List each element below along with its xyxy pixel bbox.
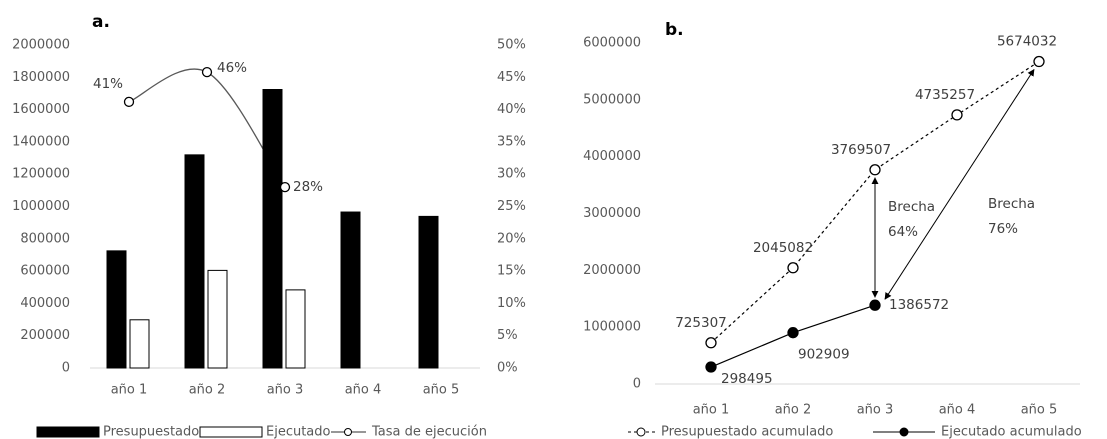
y-tick-label: 600000 <box>20 264 70 279</box>
legend-marker <box>636 427 646 437</box>
rate-marker <box>201 66 213 78</box>
y-tick-label: 3000000 <box>583 206 641 221</box>
data-label: 902909 <box>798 347 850 363</box>
y-tick-label: 1000000 <box>583 320 641 335</box>
x-tick-label: año 5 <box>423 383 460 398</box>
y-tick-label: 1200000 <box>12 167 70 182</box>
gap-arrow <box>884 68 1035 300</box>
y-tick-label: 4000000 <box>583 149 641 164</box>
y2-tick-label: 45% <box>497 70 526 85</box>
data-label: 4735257 <box>915 87 975 103</box>
annotation: 64% <box>888 224 918 240</box>
y2-tick-label: 15% <box>497 264 526 279</box>
y2-tick-label: 30% <box>497 167 526 182</box>
data-label: 1386572 <box>889 297 949 313</box>
x-tick-label: año 4 <box>345 383 382 398</box>
series-marker <box>951 109 963 121</box>
x-tick-label: año 2 <box>775 403 812 418</box>
legend-swatch <box>36 426 100 438</box>
bar <box>129 319 150 369</box>
annotation: 76% <box>988 221 1018 237</box>
y2-tick-label: 25% <box>497 199 526 214</box>
series-marker <box>787 327 799 339</box>
y-tick-label: 5000000 <box>583 92 641 107</box>
data-label: 3769507 <box>831 142 891 158</box>
legend-label: Presupuestado <box>103 425 199 439</box>
y-tick-label: 6000000 <box>583 36 641 51</box>
bar <box>207 269 228 369</box>
y-tick-label: 1600000 <box>12 102 70 117</box>
legend-label: Ejecutado <box>266 425 331 439</box>
x-tick-label: año 5 <box>1021 403 1058 418</box>
bar <box>106 250 127 369</box>
y-tick-label: 2000000 <box>583 263 641 278</box>
legend-label: Ejecutado acumulado <box>941 425 1082 439</box>
data-label: 2045082 <box>753 240 813 256</box>
series-marker <box>1033 55 1045 68</box>
bar <box>262 89 283 369</box>
bar <box>418 215 439 369</box>
series-marker <box>705 337 717 349</box>
annotation: Brecha <box>888 199 935 215</box>
y-tick-label: 1800000 <box>12 70 70 85</box>
y2-tick-label: 50% <box>497 38 526 53</box>
x-tick-label: año 1 <box>111 383 148 398</box>
y2-tick-label: 10% <box>497 296 526 311</box>
x-tick-label: año 1 <box>693 403 730 418</box>
legend-swatch <box>199 426 263 438</box>
y2-tick-label: 35% <box>497 134 526 149</box>
bar <box>285 289 306 369</box>
x-tick-label: año 3 <box>267 383 304 398</box>
y-tick-label: 400000 <box>20 296 70 311</box>
legend-marker <box>899 427 909 437</box>
y2-tick-label: 20% <box>497 231 526 246</box>
data-label: 46% <box>217 60 247 76</box>
y-tick-label: 200000 <box>20 328 70 343</box>
rate-marker <box>279 181 291 193</box>
data-label: 725307 <box>675 315 727 331</box>
series-marker <box>869 299 881 311</box>
y-tick-label: 2000000 <box>12 38 70 53</box>
chart-title: b. <box>665 20 684 40</box>
rate-marker <box>123 96 135 107</box>
legend-marker <box>344 428 352 436</box>
legend-label: Tasa de ejecución <box>371 425 487 439</box>
data-label: 5674032 <box>997 34 1057 50</box>
data-label: 298495 <box>721 371 773 387</box>
y-tick-label: 800000 <box>20 231 70 246</box>
series-marker <box>869 164 881 176</box>
x-tick-label: año 2 <box>189 383 226 398</box>
x-tick-label: año 3 <box>857 403 894 418</box>
y2-tick-label: 5% <box>497 328 518 343</box>
bar <box>340 211 361 369</box>
bar <box>184 154 205 369</box>
legend-label: Presupuestado acumulado <box>661 425 833 439</box>
x-tick-label: año 4 <box>939 403 976 418</box>
y-tick-label: 0 <box>633 377 641 392</box>
annotation: Brecha <box>988 196 1035 212</box>
data-label: 28% <box>293 179 323 195</box>
chart-title: a. <box>92 12 110 32</box>
y-tick-label: 1000000 <box>12 199 70 214</box>
series-marker <box>705 361 717 373</box>
y-tick-label: 1400000 <box>12 134 70 149</box>
rate-line <box>128 68 286 188</box>
y2-tick-label: 40% <box>497 102 526 117</box>
series-marker <box>787 262 799 274</box>
y-tick-label: 0 <box>62 361 70 376</box>
y2-tick-label: 0% <box>497 361 518 376</box>
data-label: 41% <box>93 76 123 92</box>
series-line <box>710 61 1040 344</box>
